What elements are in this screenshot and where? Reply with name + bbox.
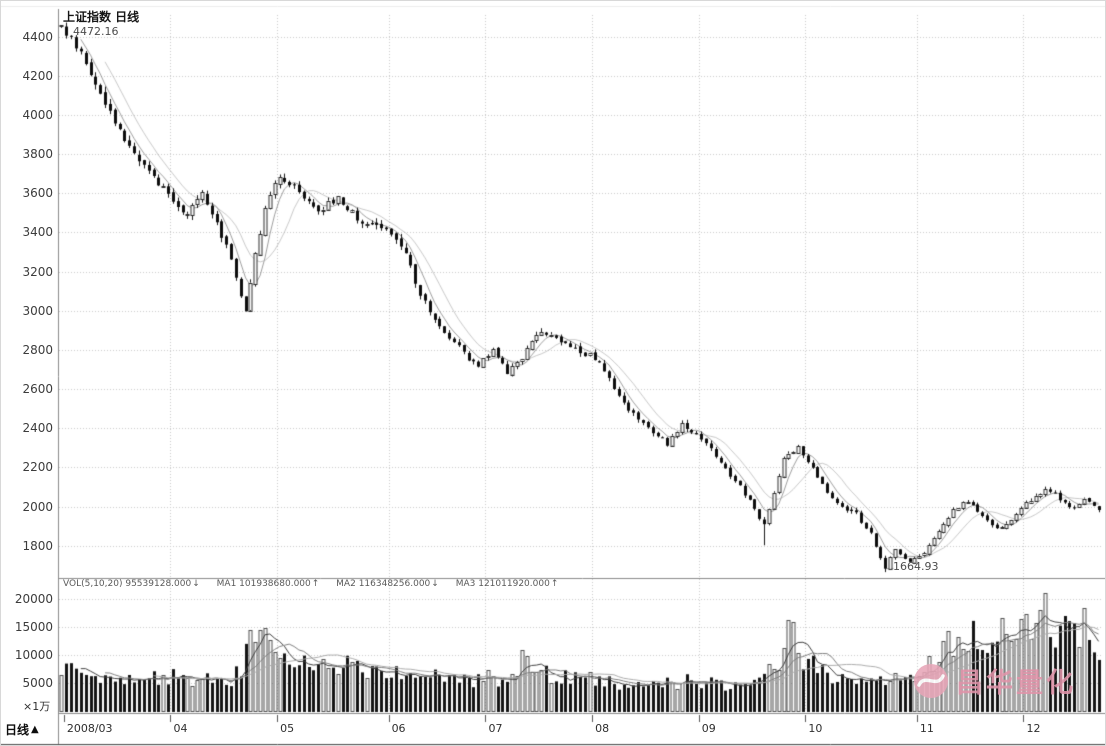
period-label: 日线 bbox=[5, 723, 30, 737]
arrow-up-icon: ↑ bbox=[311, 579, 320, 589]
low-price-annotation: 1664.93 bbox=[893, 560, 939, 573]
watermark: 昌华量化 bbox=[913, 661, 1076, 700]
volume-unit-label: ×1万 bbox=[23, 700, 51, 713]
up-triangle-icon: ▲ bbox=[31, 724, 39, 735]
arrow-down-icon: ↓ bbox=[431, 579, 439, 589]
ma2-label: MA2 bbox=[336, 579, 356, 589]
vol-indicator-label: VOL(5,10,20) bbox=[63, 579, 123, 589]
watermark-text: 昌华量化 bbox=[956, 668, 1076, 699]
ma3-label: MA3 bbox=[455, 579, 476, 589]
ma3-value: 121011920.000 bbox=[478, 579, 550, 589]
arrow-up-icon: ↑ bbox=[550, 579, 559, 589]
ma1-label: MA1 bbox=[216, 579, 237, 589]
period-selector[interactable]: 日线 ▲ bbox=[5, 721, 39, 738]
ma2-indicator-segment: MA2 116348256.000↓ bbox=[336, 579, 439, 589]
ma3-indicator-segment: MA3 121011920.000↑ bbox=[456, 579, 559, 589]
ma1-value: 101938680.000 bbox=[239, 579, 311, 589]
high-price-annotation: 4472.16 bbox=[73, 25, 119, 38]
watermark-logo-icon bbox=[914, 663, 948, 698]
ma2-value: 116348256.000 bbox=[358, 579, 431, 589]
volume-indicator-row: VOL(5,10,20) 95539128.000↓ MA1 101938680… bbox=[63, 579, 572, 589]
vol-indicator-value: 95539128.000 bbox=[125, 579, 192, 589]
chart-title: 上证指数 日线 bbox=[63, 10, 140, 24]
ma1-indicator-segment: MA1 101938680.000↑ bbox=[217, 579, 320, 589]
arrow-down-icon: ↓ bbox=[192, 579, 200, 589]
vol-indicator-segment: VOL(5,10,20) 95539128.000↓ bbox=[63, 579, 200, 589]
